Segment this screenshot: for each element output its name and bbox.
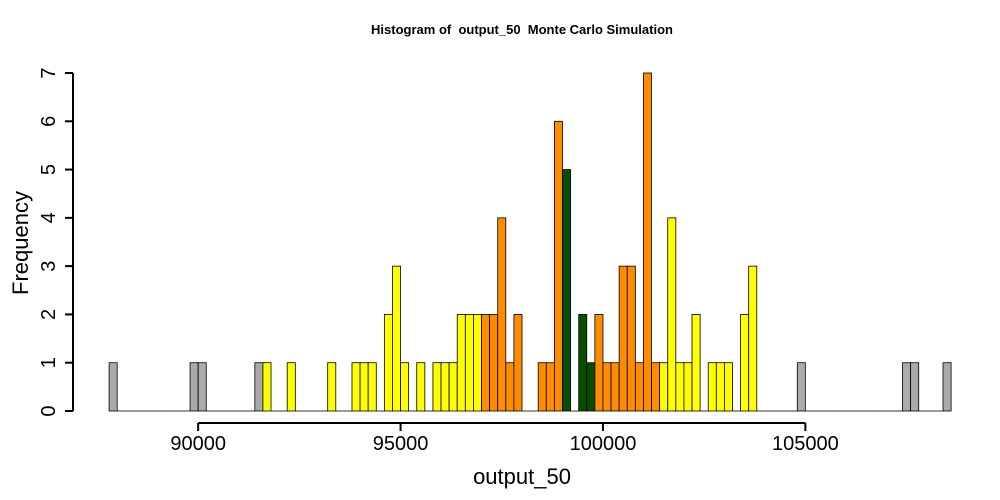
histogram-bar: [675, 362, 685, 412]
histogram-bar: [910, 362, 920, 412]
x-axis-title: output_50: [473, 464, 571, 489]
histogram-bar: [440, 362, 450, 412]
y-tick-label: 5: [38, 164, 60, 175]
histogram-bar: [724, 362, 733, 412]
histogram-bar: [715, 362, 725, 412]
histogram-bar: [691, 314, 701, 412]
histogram-bar: [473, 314, 482, 412]
histogram-bar: [942, 362, 952, 412]
histogram-bar: [327, 362, 337, 412]
histogram-bar: [796, 362, 806, 412]
histogram-bar: [707, 362, 717, 412]
histogram-bar: [902, 362, 912, 412]
histogram-bar: [505, 362, 515, 412]
histogram-bar: [643, 72, 652, 412]
y-tick-label: 6: [38, 116, 60, 127]
histogram-bar: [456, 314, 466, 412]
histogram-bar: [626, 265, 636, 412]
histogram-bar: [197, 362, 207, 412]
y-tick-label: 1: [38, 357, 60, 368]
y-axis: 0 1 2 3 4 5 6 7: [38, 67, 74, 417]
histogram-bar: [578, 314, 588, 412]
histogram-bar: [651, 362, 661, 412]
histogram-bar: [586, 362, 596, 412]
y-tick-label: 4: [38, 212, 60, 223]
x-tick-label: 105000: [772, 433, 839, 455]
histogram-bar: [683, 362, 693, 412]
histogram-bar: [464, 314, 474, 412]
histogram-bar: [634, 362, 644, 412]
histogram-bar: [489, 314, 499, 412]
histogram-bar: [351, 362, 361, 412]
histogram-bar: [594, 314, 604, 412]
histogram-bar: [659, 362, 669, 412]
x-tick-label: 90000: [170, 433, 226, 455]
histogram-bar: [748, 265, 758, 412]
histogram-bar: [448, 362, 458, 412]
histogram-bar: [189, 362, 199, 412]
histogram-bar: [545, 362, 555, 412]
y-tick-label: 3: [38, 261, 60, 272]
x-tick-label: 95000: [373, 433, 429, 455]
y-tick-label: 0: [38, 405, 60, 416]
histogram-bar: [537, 362, 547, 412]
histogram-bar: [553, 120, 563, 412]
histogram-bar: [497, 217, 507, 412]
histogram-bar: [610, 362, 620, 412]
y-tick-label: 7: [38, 67, 60, 78]
x-tick-label: 100000: [570, 433, 637, 455]
histogram-bar: [383, 314, 393, 412]
histogram-bar: [108, 362, 118, 412]
histogram-bar: [359, 362, 369, 412]
histogram-bar: [254, 362, 264, 412]
histogram-bar: [262, 362, 272, 412]
histogram-bar: [286, 362, 296, 412]
x-axis: 90000 95000 100000 105000: [170, 422, 839, 455]
histogram-bar: [481, 314, 491, 412]
y-tick-label: 2: [38, 309, 60, 320]
chart-title: Histogram of output_50 Monte Carlo Simul…: [371, 22, 673, 37]
histogram-bar: [400, 362, 410, 412]
histogram-bar: [432, 362, 442, 412]
histogram-bar: [367, 362, 377, 412]
histogram-bar: [740, 314, 750, 412]
histogram-bar: [602, 362, 612, 412]
histogram-bar: [667, 217, 677, 412]
histogram-bar: [392, 265, 401, 412]
histogram-bar: [562, 169, 571, 412]
histogram-bars: [108, 72, 952, 412]
histogram-bar: [513, 314, 523, 412]
histogram-bar: [618, 265, 628, 412]
y-axis-title: Frequency: [8, 191, 33, 295]
histogram-bar: [416, 362, 426, 412]
